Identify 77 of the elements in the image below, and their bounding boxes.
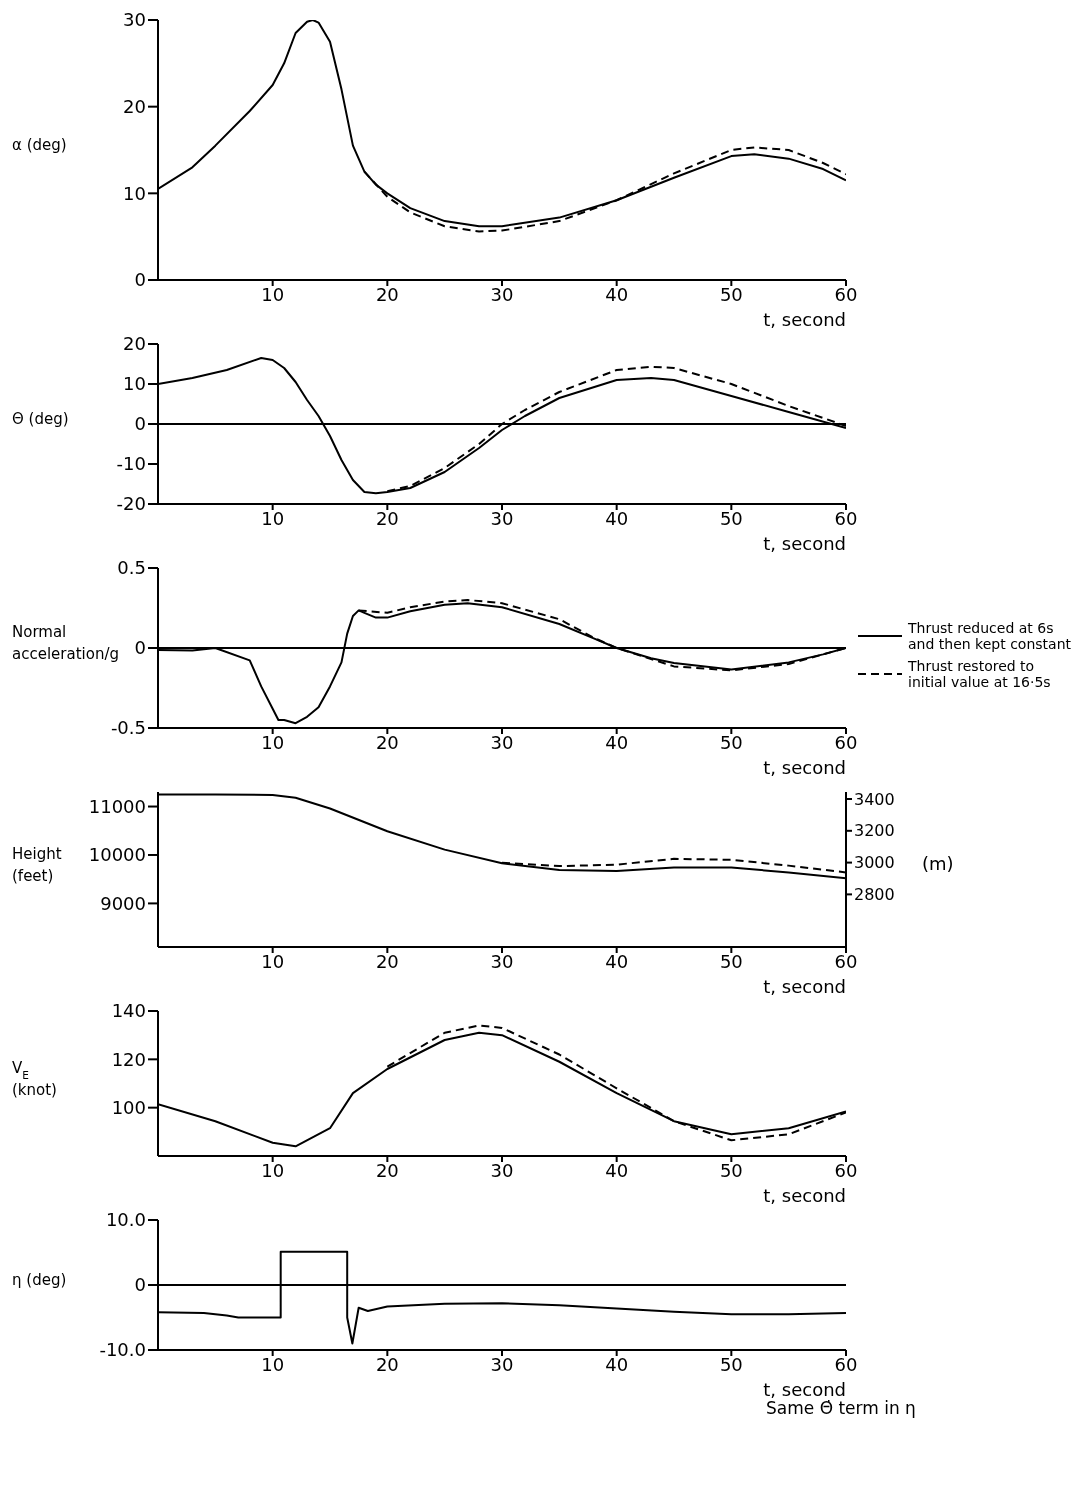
- x-tick-label: 60: [834, 731, 858, 753]
- y-axis-title: Θ (deg): [12, 410, 69, 428]
- y-tick-label: 0: [134, 1274, 146, 1296]
- x-tick-label: 60: [834, 283, 858, 305]
- y-tick-label: -20: [116, 493, 146, 515]
- y2-tick-label: 3000: [854, 853, 895, 873]
- x-tick-label: 20: [375, 283, 399, 305]
- y2-axis-title: (m): [922, 852, 954, 874]
- y2-tick-label: 3400: [854, 789, 895, 809]
- y-tick-label: 0: [134, 269, 146, 291]
- x-tick-label: 30: [490, 1353, 514, 1375]
- y2-tick-label: 2800: [854, 885, 895, 905]
- x-tick-label: 40: [605, 950, 629, 972]
- x-tick-label: 10: [261, 507, 285, 529]
- y-tick-label: 120: [111, 1048, 146, 1070]
- y-axis-title: Normal acceleration/g: [12, 623, 119, 663]
- x-axis-title: t, second: [763, 533, 846, 554]
- x-tick-label: 50: [719, 731, 743, 753]
- y-axis-title: α (deg): [12, 136, 67, 154]
- x-tick-label: 30: [490, 950, 514, 972]
- x-tick-label: 60: [834, 507, 858, 529]
- legend-label: Thrust restored to initial value at 16·5s: [908, 658, 1052, 690]
- x-tick-label: 40: [605, 1353, 629, 1375]
- x-axis-title: t, second: [763, 757, 846, 778]
- legend-label: Thrust reduced at 6s and then kept constant: [908, 620, 1072, 652]
- y-tick-label: 100: [111, 1097, 146, 1119]
- y-tick-label: -0.5: [110, 717, 146, 739]
- y-tick-label: 0: [134, 637, 146, 659]
- y-tick-label: 0: [134, 413, 146, 435]
- y-tick-label: 10: [123, 373, 146, 395]
- x-axis-title: t, second: [763, 309, 846, 330]
- x-tick-label: 20: [375, 950, 399, 972]
- y-tick-label: 11000: [88, 795, 146, 817]
- x-tick-label: 30: [490, 1159, 514, 1181]
- y-tick-label: 10000: [88, 844, 146, 866]
- x-tick-label: 50: [719, 950, 743, 972]
- x-tick-label: 10: [261, 1159, 285, 1181]
- x-tick-label: 20: [375, 1159, 399, 1181]
- x-tick-label: 50: [719, 1159, 743, 1181]
- x-tick-label: 30: [490, 283, 514, 305]
- y-tick-label: 10.0: [105, 1209, 146, 1231]
- y-tick-label: 20: [123, 96, 146, 118]
- x-tick-label: 40: [605, 731, 629, 753]
- y2-tick-label: 3200: [854, 821, 895, 841]
- x-tick-label: 60: [834, 950, 858, 972]
- y-tick-label: 0.5: [117, 557, 146, 579]
- x-tick-label: 10: [261, 731, 285, 753]
- x-tick-label: 60: [834, 1353, 858, 1375]
- x-tick-label: 50: [719, 1353, 743, 1375]
- x-axis-title: t, second: [763, 1185, 846, 1206]
- x-tick-label: 20: [375, 1353, 399, 1375]
- y-axis-title: V$_{E}$ (knot): [12, 1058, 57, 1099]
- x-tick-label: 60: [834, 1159, 858, 1181]
- x-tick-label: 30: [490, 731, 514, 753]
- y-tick-label: -10: [116, 453, 146, 475]
- y-tick-label: 140: [111, 1000, 146, 1022]
- y-axis-title: Height (feet): [12, 844, 62, 885]
- x-tick-label: 10: [261, 950, 285, 972]
- x-tick-label: 40: [605, 1159, 629, 1181]
- y-tick-label: 20: [123, 333, 146, 355]
- x-tick-label: 10: [261, 1353, 285, 1375]
- x-tick-label: 50: [719, 283, 743, 305]
- x-tick-label: 20: [375, 507, 399, 529]
- x-tick-label: 40: [605, 507, 629, 529]
- text: Same Θ̇ term in η: [766, 1398, 917, 1418]
- y-tick-label: -10.0: [99, 1339, 146, 1361]
- x-axis-title: t, second: [763, 1379, 846, 1400]
- y-tick-label: 30: [123, 9, 146, 31]
- x-tick-label: 20: [375, 731, 399, 753]
- x-tick-label: 50: [719, 507, 743, 529]
- y-tick-label: 9000: [100, 892, 146, 914]
- y-axis-title: η (deg): [12, 1271, 67, 1289]
- x-axis-title: t, second: [763, 976, 846, 997]
- x-tick-label: 10: [261, 283, 285, 305]
- x-tick-label: 40: [605, 283, 629, 305]
- x-tick-label: 30: [490, 507, 514, 529]
- y-tick-label: 10: [123, 182, 146, 204]
